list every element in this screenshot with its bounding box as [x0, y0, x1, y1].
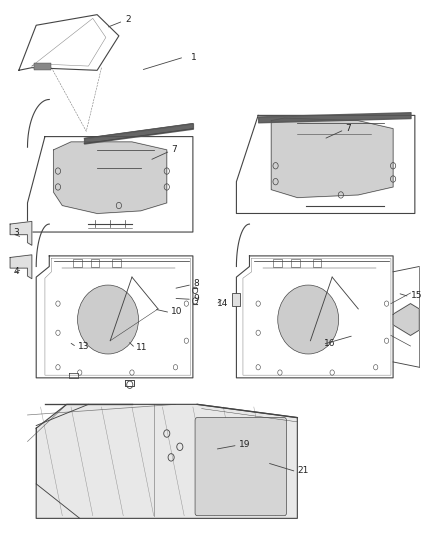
Polygon shape: [271, 118, 393, 198]
Text: 19: 19: [239, 440, 250, 449]
Text: 13: 13: [78, 342, 89, 351]
Polygon shape: [393, 304, 419, 335]
FancyBboxPatch shape: [195, 418, 286, 516]
Bar: [232, 293, 240, 306]
Text: 15: 15: [410, 291, 422, 300]
Bar: [291, 259, 300, 266]
Text: 9: 9: [193, 294, 199, 303]
Text: 7: 7: [345, 124, 351, 133]
Text: 1: 1: [191, 53, 197, 62]
Text: 2: 2: [125, 15, 131, 25]
Ellipse shape: [278, 285, 339, 354]
Text: 14: 14: [217, 299, 228, 308]
Polygon shape: [10, 255, 32, 279]
Bar: [34, 63, 51, 70]
Text: 21: 21: [297, 466, 309, 475]
Polygon shape: [10, 221, 32, 245]
Text: 11: 11: [136, 343, 148, 352]
Text: 10: 10: [171, 307, 183, 316]
Text: 16: 16: [323, 339, 335, 348]
Text: 8: 8: [193, 279, 199, 288]
Bar: [91, 259, 99, 266]
Bar: [313, 259, 321, 266]
Ellipse shape: [78, 285, 138, 354]
Bar: [73, 259, 82, 266]
Text: 3: 3: [14, 228, 19, 237]
Polygon shape: [53, 142, 167, 214]
Bar: [273, 259, 282, 266]
Text: 4: 4: [14, 268, 19, 276]
Bar: [113, 259, 121, 266]
Polygon shape: [36, 405, 297, 519]
Text: 7: 7: [171, 146, 177, 155]
